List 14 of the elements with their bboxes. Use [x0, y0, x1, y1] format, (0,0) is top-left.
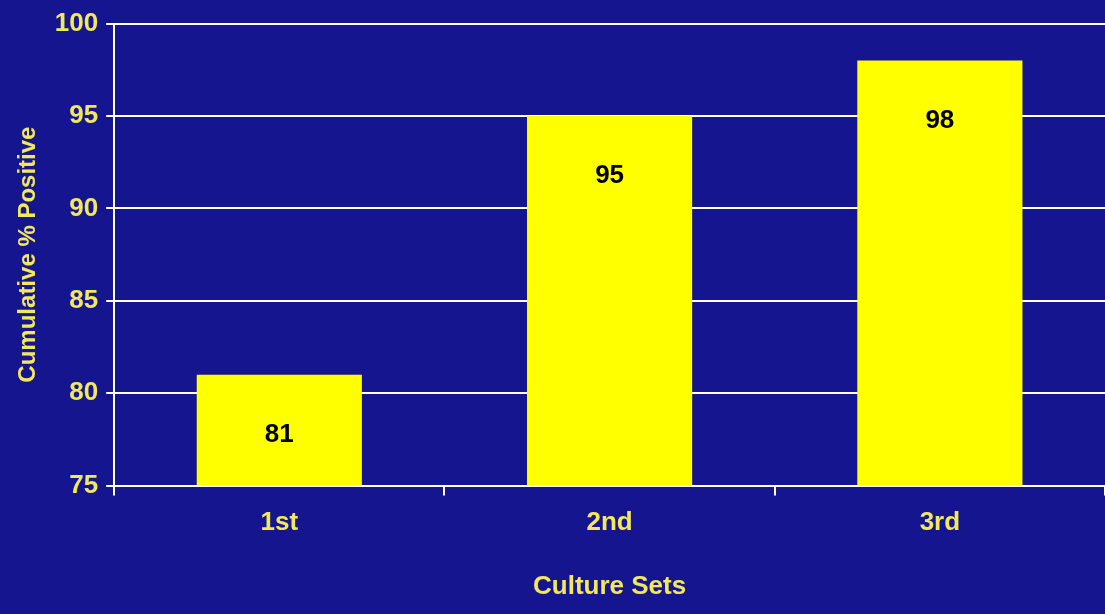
x-tick-label: 2nd [586, 506, 633, 537]
y-tick-label: 75 [69, 468, 99, 499]
y-tick-label: 90 [69, 191, 99, 222]
y-tick-label: 100 [54, 6, 99, 37]
y-tick-label: 80 [69, 376, 99, 407]
x-axis-title: Culture Sets [533, 569, 687, 600]
y-tick-label: 85 [69, 283, 99, 314]
data-label: 95 [595, 159, 625, 190]
x-tick-label: 1st [260, 506, 299, 537]
data-label: 98 [925, 103, 955, 134]
x-tick-label: 3rd [919, 506, 961, 537]
data-label: 81 [264, 417, 294, 448]
y-axis-title: Cumulative % Positive [13, 126, 41, 383]
y-tick-label: 95 [69, 99, 99, 130]
